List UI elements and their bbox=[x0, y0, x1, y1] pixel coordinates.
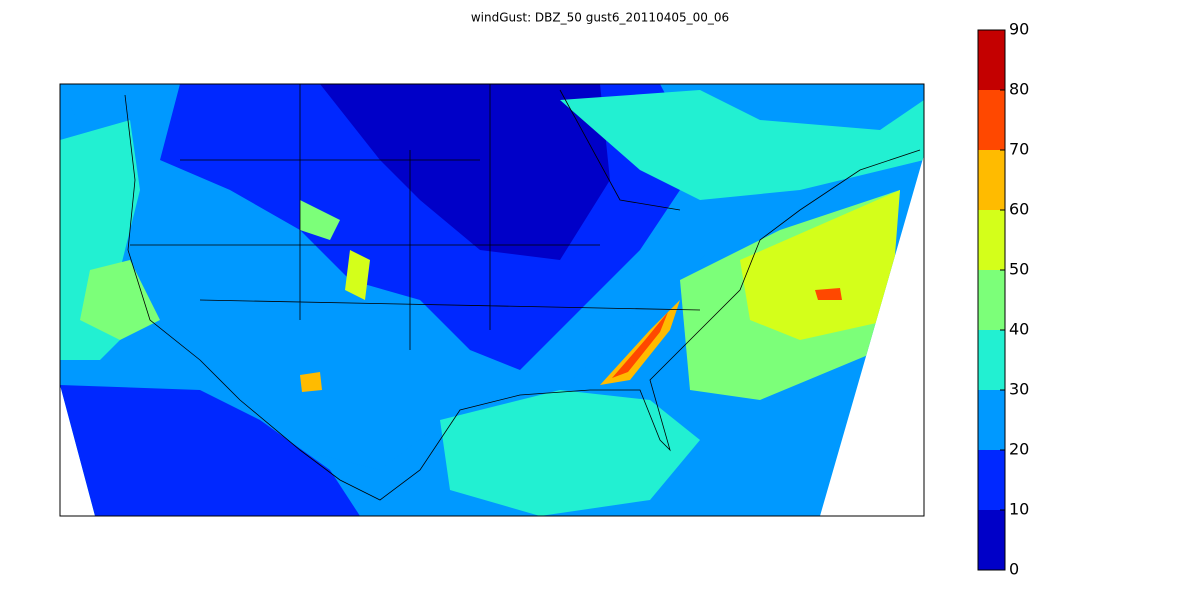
field-region bbox=[320, 84, 610, 260]
field-region bbox=[300, 372, 322, 392]
field-region bbox=[300, 200, 340, 240]
colorbar-segment bbox=[978, 270, 1005, 330]
colorbar-tick-label: 50 bbox=[1009, 260, 1029, 279]
colorbar-tick-label: 70 bbox=[1009, 140, 1029, 159]
colorbar-tick-label: 30 bbox=[1009, 380, 1029, 399]
colorbar-segment bbox=[978, 210, 1005, 270]
colorbar-segment bbox=[978, 150, 1005, 210]
colorbar-segment bbox=[978, 390, 1005, 450]
colorbar-tick-label: 60 bbox=[1009, 200, 1029, 219]
colorbar-frame bbox=[977, 29, 1006, 571]
colorbar-tick-label: 20 bbox=[1009, 440, 1029, 459]
colorbar-tick-label: 0 bbox=[1009, 560, 1019, 579]
wind-field bbox=[60, 84, 924, 516]
colorbar-tick-label: 90 bbox=[1009, 20, 1029, 39]
colorbar-segment bbox=[978, 330, 1005, 390]
colorbar-segment bbox=[978, 510, 1005, 570]
field-region bbox=[440, 390, 700, 516]
colorbar-tick-label: 10 bbox=[1009, 500, 1029, 519]
field-region bbox=[815, 288, 842, 300]
field-region bbox=[600, 300, 680, 385]
colorbar-segment bbox=[978, 90, 1005, 150]
coastline bbox=[124, 94, 921, 501]
colorbar: 0 10 20 30 40 50 60 70 80 90 bbox=[978, 20, 1029, 579]
map-frame bbox=[59, 83, 925, 517]
colorbar-segment bbox=[978, 450, 1005, 510]
borders bbox=[130, 84, 701, 350]
field-region bbox=[740, 190, 900, 340]
colorbar-segment bbox=[978, 30, 1005, 90]
map-title: windGust: DBZ_50 gust6_20110405_00_06 bbox=[471, 11, 729, 25]
field-region bbox=[80, 260, 160, 340]
field-region bbox=[560, 90, 924, 200]
field-region bbox=[345, 250, 370, 300]
colorbar-tick-label: 40 bbox=[1009, 320, 1029, 339]
colorbar-tick-label: 80 bbox=[1009, 80, 1029, 99]
field-region bbox=[60, 385, 360, 516]
